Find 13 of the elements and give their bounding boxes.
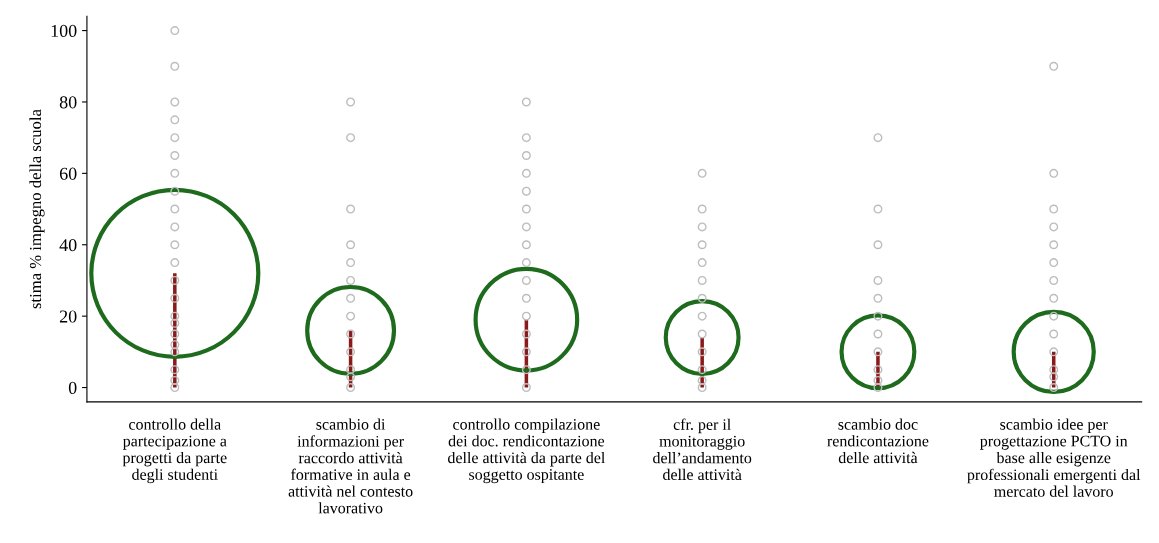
y-tick-label: 20	[59, 310, 77, 323]
y-tick-label: 100	[51, 24, 77, 38]
y-tick-label: 40	[59, 239, 77, 252]
x-tick-label: controllo della partecipazione a progetti da parte degli studenti	[122, 418, 227, 484]
y-tick-label: 0	[68, 381, 77, 394]
x-tick-label: cfr. per il monitoraggio dell’andamento delle attività	[653, 418, 752, 481]
x-tick-label: controllo compilazione dei doc. rendicontazione delle attività da parte del soggetto ospitante	[448, 418, 605, 484]
x-tick-label: scambio idee per progettazione PCTO in base alle esigenze professionali emergenti dal mercato del lavoro	[967, 418, 1141, 497]
y-tick-label: 60	[59, 167, 77, 180]
x-tick-label: scambio doc rendicontazione delle attività	[827, 418, 929, 464]
y-axis-title: stima % impegno della scuola	[29, 109, 45, 309]
x-tick-label: scambio di informazioni per raccordo attività formative in aula e attività nel contesto lavorativo	[288, 418, 413, 514]
y-tick-label: 80	[59, 96, 77, 109]
